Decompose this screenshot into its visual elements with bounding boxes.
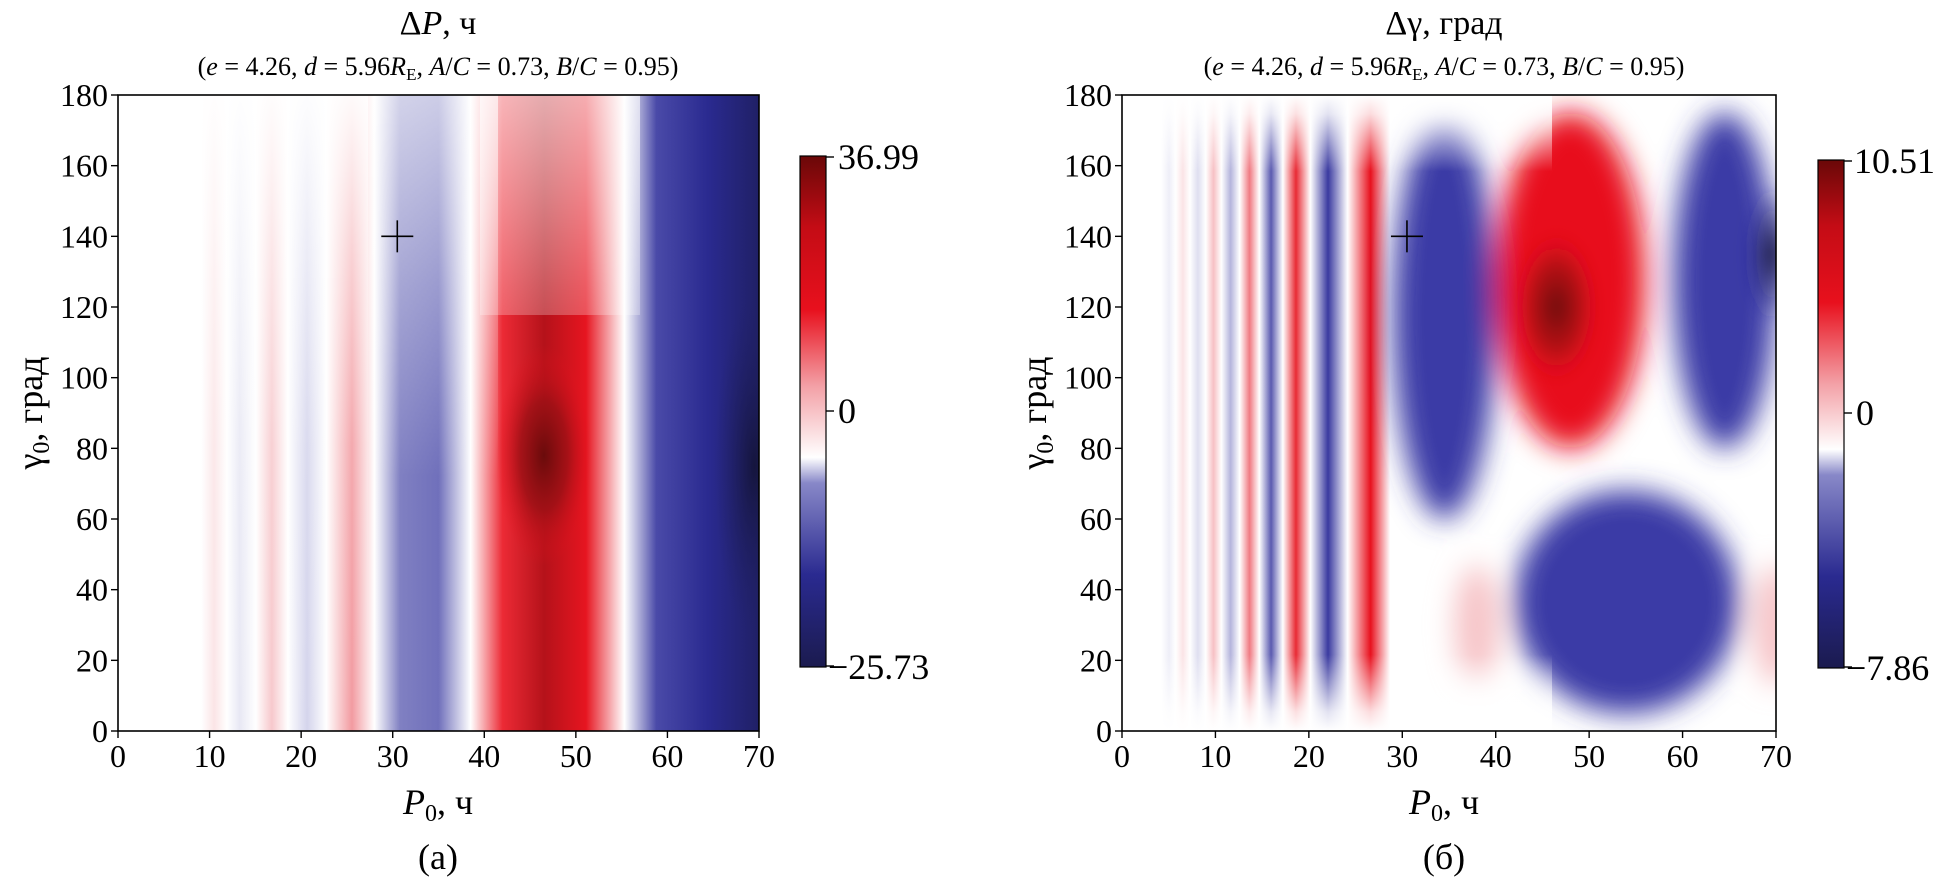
colorbar-b: [1817, 159, 1845, 669]
heatmap-b: [1122, 95, 1776, 731]
colorbar-b-label-max: 10.51: [1854, 141, 1935, 181]
y-tick-label: 140: [60, 218, 108, 254]
x-axis-label-b: P0, ч: [1408, 782, 1479, 827]
colorbar-a: [799, 155, 827, 668]
colorbar-a-label-zero: 0: [838, 391, 856, 431]
chart-subtitle-b: (e = 4.26, d = 5.96RE, A/C = 0.73, B/C =…: [1204, 52, 1685, 84]
y-tick-label: 0: [1096, 713, 1112, 749]
y-axis-label-b: γ0, град: [1014, 357, 1059, 471]
y-tick-label: 160: [60, 148, 108, 184]
x-tick-label: 10: [194, 738, 226, 774]
y-tick-label: 180: [1064, 77, 1112, 113]
marker-b: [1390, 220, 1423, 253]
panel-caption-a: (а): [418, 837, 458, 877]
colorbar-b-label-zero: 0: [1856, 393, 1874, 433]
x-tick-label: 70: [743, 738, 775, 774]
heatmap-a-min-core: [714, 296, 759, 636]
ticks-b: 0 10 20 30 40 50 60 70 0 20 40 60 80 100 120 140 160 180: [1064, 77, 1792, 774]
heatmap-a: [118, 95, 759, 731]
plot-frame-b: [1121, 94, 1777, 732]
x-tick-label: 30: [377, 738, 409, 774]
chart-title-a: ΔP, ч: [400, 5, 477, 42]
y-tick-label: 0: [92, 713, 108, 749]
panel-b: 0 10 20 30 40 50 60 70020406080100120140160180 …: [1014, 5, 1935, 877]
negative-lobe: [1514, 490, 1739, 714]
x-tick-label: 60: [651, 738, 683, 774]
ticks-a: 0 10 20 30 40 50 60 70 0 20 40 60 80 100 120 140 160 180: [60, 77, 775, 774]
x-tick-label: 50: [1573, 738, 1605, 774]
chart-title-b: Δγ, град: [1385, 5, 1502, 42]
negative-lobe: [1673, 112, 1776, 449]
panel-a: 0 10 20 30 40 50 60 70020406080100120140160180 …: [10, 5, 929, 877]
y-tick-label: 160: [1064, 148, 1112, 184]
marker-a: [381, 220, 414, 253]
x-tick-label: 0: [1114, 738, 1130, 774]
x-axis-label-a: P0, ч: [402, 782, 473, 827]
x-tick-label: 20: [1293, 738, 1325, 774]
heatmap-a-fade-left: [118, 95, 368, 731]
y-tick-label: 120: [1064, 289, 1112, 325]
heatmap-a-fade-red: [480, 95, 640, 315]
x-tick-label: 40: [1480, 738, 1512, 774]
chart-subtitle-a: (e = 4.26, d = 5.96RE, A/C = 0.73, B/C =…: [198, 52, 679, 84]
x-tick-label: 30: [1386, 738, 1418, 774]
y-tick-label: 180: [60, 77, 108, 113]
x-tick-label: 20: [285, 738, 317, 774]
x-tick-label: 70: [1760, 738, 1792, 774]
plot-frame-a: [117, 94, 760, 732]
x-tick-label: 10: [1199, 738, 1231, 774]
heatmap-a-max-core: [495, 345, 592, 566]
y-tick-label: 100: [1064, 360, 1112, 396]
y-tick-label: 140: [1064, 218, 1112, 254]
y-tick-label: 40: [76, 572, 108, 608]
heatmap-a-fade-mid: [368, 95, 498, 731]
y-tick-label: 60: [76, 501, 108, 537]
y-tick-label: 100: [60, 360, 108, 396]
x-tick-label: 40: [468, 738, 500, 774]
weak-positive-patch: [1754, 565, 1776, 685]
min-core: [1745, 184, 1776, 324]
y-tick-label: 80: [1080, 430, 1112, 466]
x-tick-label: 60: [1667, 738, 1699, 774]
y-tick-label: 60: [1080, 501, 1112, 537]
heatmap-b-fade: [1122, 95, 1552, 731]
x-tick-label: 0: [110, 738, 126, 774]
colorbar-a-label-min: −25.73: [828, 647, 929, 687]
colorbar-a-label-max: 36.99: [838, 137, 919, 177]
y-axis-label-a: γ0, град: [10, 357, 55, 471]
y-tick-label: 20: [1080, 642, 1112, 678]
y-tick-label: 120: [60, 289, 108, 325]
panel-caption-b: (б): [1423, 837, 1465, 877]
colorbar-b-label-min: −7.86: [1846, 648, 1929, 688]
y-tick-label: 80: [76, 430, 108, 466]
y-tick-label: 20: [76, 642, 108, 678]
y-tick-label: 40: [1080, 572, 1112, 608]
x-tick-label: 50: [560, 738, 592, 774]
